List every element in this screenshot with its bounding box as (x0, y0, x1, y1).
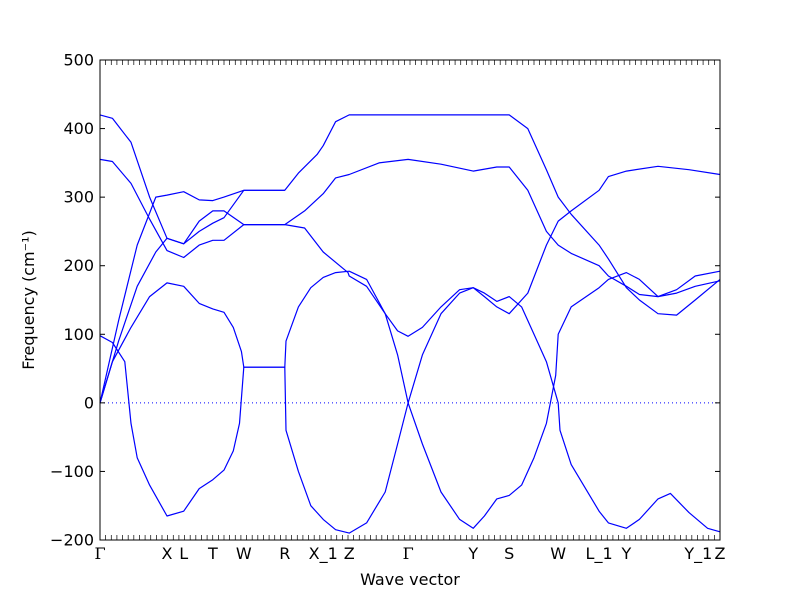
x-axis-label: Wave vector (360, 570, 460, 589)
kpoint-label: L_1 (586, 544, 613, 564)
kpoint-label: Z (715, 544, 726, 563)
kpoint-label: S (504, 544, 514, 563)
kpoint-label: Γ (403, 544, 414, 563)
x-tick-labels: Γ X L T W R X_1 Z Γ Y S W L_1 Y Y_1 Z (94, 544, 725, 564)
band-line-3 (99, 114, 721, 404)
band-line-4 (99, 189, 285, 404)
kpoint-label: Y (467, 544, 478, 563)
kpoint-label: Z (344, 544, 355, 563)
y-tick-labels: −200 −100 0 100 200 300 400 500 (50, 51, 94, 550)
kpoint-label: W (550, 544, 566, 563)
y-tick-label: 500 (63, 51, 94, 70)
kpoint-label: Y (620, 544, 631, 563)
y-axis-label: Frequency (cm⁻¹) (19, 230, 38, 369)
kpoint-label: X (161, 544, 172, 563)
y-tick-label: 300 (63, 188, 94, 207)
y-tick-label: 100 (63, 325, 94, 344)
kpoint-label: R (279, 544, 290, 563)
y-tick-label: −200 (50, 531, 94, 550)
band-series-layer (99, 114, 721, 534)
band-line-1 (99, 114, 721, 337)
kpoint-label: Y_1 (683, 544, 712, 564)
band-line-6 (99, 270, 721, 534)
y-tick-label: −100 (50, 462, 94, 481)
y-tick-label: 400 (63, 119, 94, 138)
y-tick-label: 200 (63, 256, 94, 275)
kpoint-label: Γ (94, 544, 105, 563)
y-tick-label: 0 (84, 393, 94, 412)
band-line-2 (99, 158, 721, 298)
kpoint-label: W (236, 544, 252, 563)
kpoint-label: X_1 (309, 544, 338, 564)
tick-marks-layer (99, 59, 721, 541)
band-line-5 (99, 270, 721, 533)
kpoint-label: T (207, 544, 218, 563)
kpoint-label: L (179, 544, 188, 563)
plot-frame (99, 59, 721, 541)
